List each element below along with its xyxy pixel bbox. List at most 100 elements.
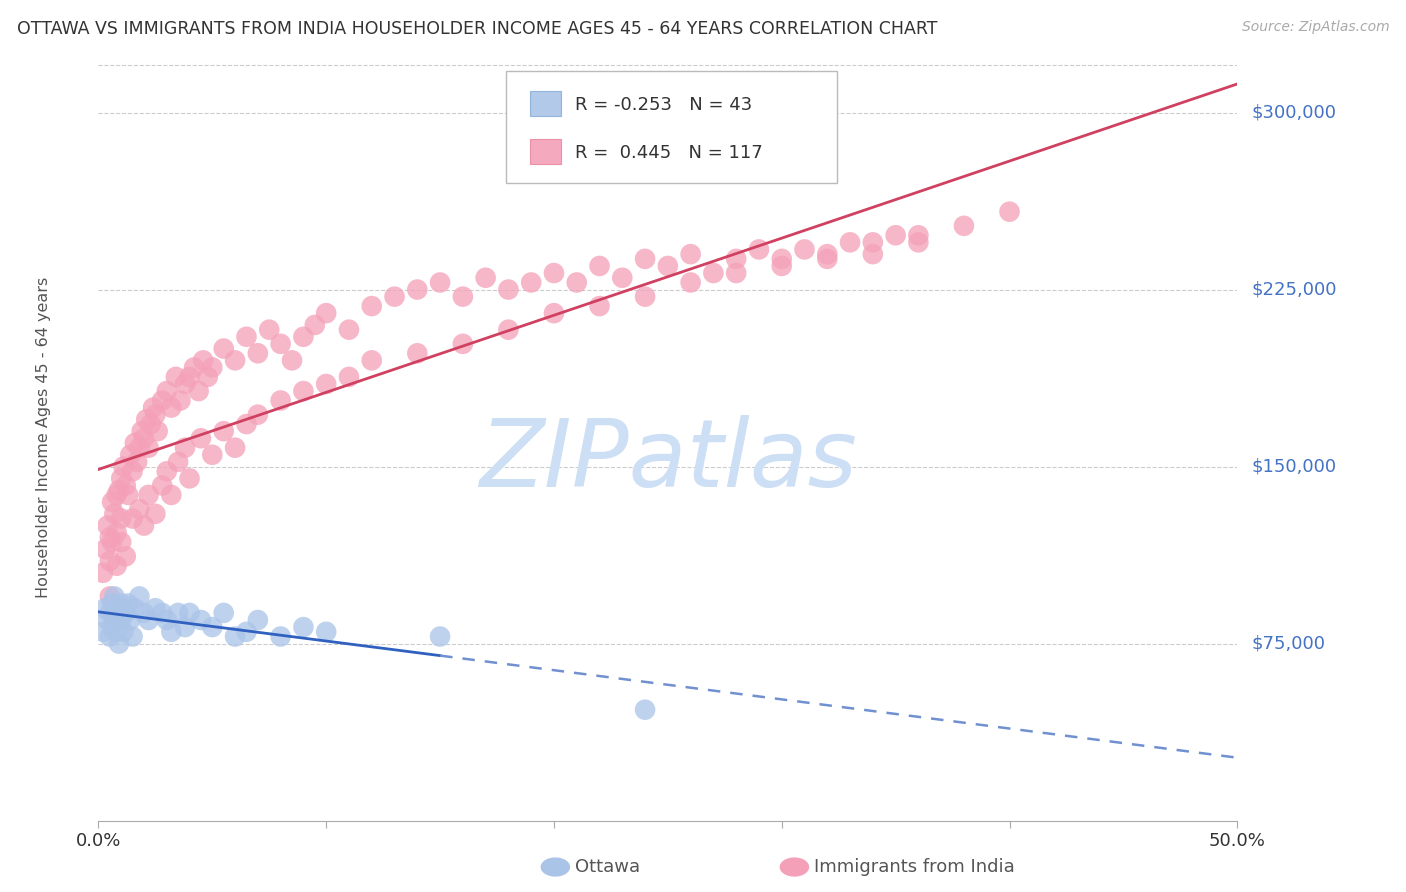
Point [679, 247, 702, 261]
Point [451, 290, 474, 304]
Point [212, 606, 235, 620]
Point [679, 276, 702, 290]
Point [588, 299, 610, 313]
Point [384, 290, 406, 304]
Point [169, 393, 191, 408]
Point [110, 535, 132, 549]
Point [815, 252, 838, 266]
Point [543, 306, 565, 320]
Point [98, 530, 121, 544]
Point [702, 266, 724, 280]
Point [498, 283, 520, 297]
Point [145, 507, 167, 521]
Point [474, 270, 496, 285]
Point [108, 483, 131, 498]
Point [150, 606, 173, 620]
Point [174, 441, 197, 455]
Point [132, 606, 155, 620]
Point [132, 518, 155, 533]
Text: $75,000: $75,000 [1251, 634, 1326, 653]
Point [839, 235, 862, 250]
Point [103, 590, 125, 604]
Text: R = -0.253   N = 43: R = -0.253 N = 43 [575, 95, 752, 113]
Text: $150,000: $150,000 [1251, 458, 1336, 475]
Point [150, 478, 173, 492]
Point [201, 360, 224, 375]
Point [183, 360, 205, 375]
Point [235, 330, 257, 344]
Point [953, 219, 976, 233]
Point [124, 601, 146, 615]
Point [543, 266, 565, 280]
Point [793, 243, 815, 257]
Point [91, 624, 114, 639]
Point [179, 606, 201, 620]
Point [281, 353, 304, 368]
Point [145, 601, 167, 615]
Point [315, 376, 337, 391]
Point [110, 613, 132, 627]
Point [120, 613, 142, 627]
Point [315, 306, 337, 320]
Point [406, 283, 429, 297]
Point [725, 252, 748, 266]
Point [108, 637, 131, 651]
Point [174, 620, 197, 634]
Point [634, 290, 657, 304]
Point [96, 613, 118, 627]
Point [145, 408, 167, 422]
Point [114, 606, 136, 620]
Point [91, 566, 114, 580]
Point [160, 401, 183, 415]
Point [101, 495, 124, 509]
Point [815, 247, 838, 261]
Point [190, 613, 212, 627]
Point [128, 590, 150, 604]
Point [105, 624, 128, 639]
Point [98, 554, 121, 568]
Point [907, 235, 929, 250]
Point [124, 436, 146, 450]
Point [337, 370, 360, 384]
Point [429, 276, 451, 290]
Point [657, 259, 679, 273]
Point [135, 412, 157, 426]
Point [101, 620, 124, 634]
Point [174, 376, 197, 391]
Point [451, 336, 474, 351]
Point [128, 502, 150, 516]
Point [270, 393, 292, 408]
Point [224, 441, 246, 455]
Point [360, 299, 382, 313]
Point [156, 384, 179, 398]
Point [292, 330, 315, 344]
Point [520, 276, 543, 290]
Point [160, 488, 183, 502]
Point [98, 590, 121, 604]
Point [406, 346, 429, 360]
Point [117, 488, 139, 502]
Text: Householder Income Ages 45 - 64 years: Householder Income Ages 45 - 64 years [37, 277, 51, 598]
Point [105, 558, 128, 573]
Point [259, 323, 281, 337]
Point [270, 336, 292, 351]
Point [139, 417, 162, 431]
Point [110, 471, 132, 485]
Point [121, 630, 143, 644]
Point [127, 455, 149, 469]
Point [117, 597, 139, 611]
Point [190, 431, 212, 445]
Point [862, 235, 884, 250]
Point [128, 441, 150, 455]
Point [94, 601, 117, 615]
Point [884, 228, 907, 243]
Text: Ottawa: Ottawa [575, 858, 640, 876]
Point [138, 441, 160, 455]
Point [770, 252, 793, 266]
Point [292, 384, 315, 398]
Point [110, 597, 132, 611]
Point [179, 370, 201, 384]
Point [94, 542, 117, 557]
Point [612, 270, 634, 285]
Point [212, 424, 235, 438]
